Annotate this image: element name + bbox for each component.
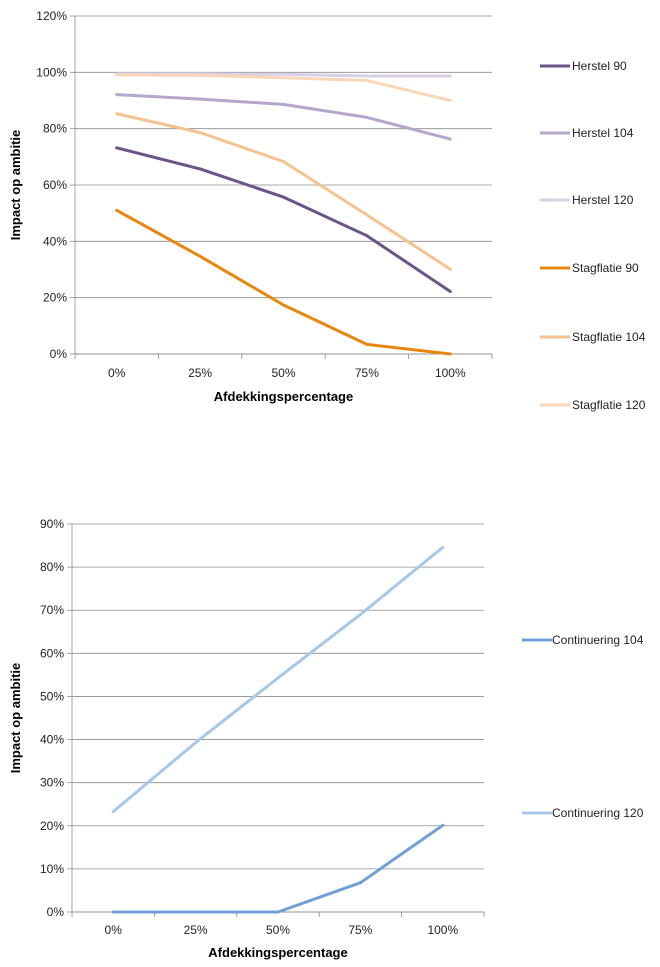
data-point [282, 160, 285, 164]
y-tick-label: 100% [36, 65, 67, 79]
x-tick-label: 25% [188, 366, 212, 380]
chart-1: 0% 20% 40% 60% 80% 100% 120% 0% 25% 50% 75% 100% Afd… [8, 9, 646, 412]
data-point [448, 99, 452, 102]
series-line [115, 93, 452, 141]
data-point [115, 73, 119, 77]
y-tick-label: 60% [43, 178, 67, 192]
data-point [276, 910, 280, 914]
y-tick-label: 40% [43, 234, 67, 248]
y-tick-label: 0% [50, 347, 68, 361]
data-point [115, 146, 119, 150]
data-point [365, 79, 369, 82]
data-point [365, 234, 369, 238]
data-point [365, 74, 369, 78]
x-axis-title: Afdekkingspercentage [208, 945, 347, 960]
y-axis-title: Impact op ambitie [8, 130, 23, 241]
series-line [111, 545, 445, 814]
y-tick-label: 60% [40, 646, 64, 660]
y-axis-title: Impact op ambitie [8, 663, 23, 774]
data-point [441, 823, 445, 827]
data-point [359, 881, 362, 885]
y-tick-label: 80% [40, 560, 64, 574]
data-point [448, 352, 452, 356]
legend-label: Continuering 120 [552, 806, 644, 820]
data-point [198, 254, 202, 258]
x-tick-label: 100% [427, 923, 458, 937]
chart-2: 0% 10% 20% 30% 40% 50% 60% 70% 80% 90% 0% 25% 50% 75%… [8, 517, 644, 960]
x-axis-title: Afdekkingspercentage [214, 389, 353, 404]
data-point [448, 267, 452, 271]
data-point [111, 810, 115, 813]
data-point [448, 290, 452, 293]
legend-label: Herstel 104 [572, 126, 634, 140]
data-point [111, 910, 115, 914]
data-point [282, 103, 285, 106]
legend-label: Stagflatie 120 [572, 398, 646, 412]
x-tick-label: 25% [184, 923, 208, 937]
y-tick-label: 20% [40, 819, 64, 833]
data-point [365, 116, 369, 119]
y-tick-label: 90% [40, 517, 64, 531]
legend-label: Stagflatie 90 [572, 261, 639, 275]
x-tick-label: 75% [355, 366, 379, 380]
y-tick-label: 10% [40, 862, 64, 876]
y-tick-label: 40% [40, 733, 64, 747]
data-point [282, 72, 285, 76]
data-point [365, 213, 369, 217]
y-tick-label: 80% [43, 122, 67, 136]
x-tick-label: 0% [105, 923, 123, 937]
y-tick-label: 30% [40, 776, 64, 790]
data-point [448, 137, 452, 141]
data-point [448, 74, 452, 78]
data-point [194, 910, 198, 914]
data-point [198, 167, 202, 171]
data-point [276, 676, 280, 680]
series-line [115, 112, 452, 271]
x-tick-label: 50% [266, 923, 290, 937]
data-point [198, 97, 202, 101]
x-tick-label: 50% [271, 366, 295, 380]
y-tick-label: 120% [36, 9, 67, 23]
legend-label: Stagflatie 104 [572, 330, 646, 344]
data-point [115, 208, 119, 212]
x-tick-label: 75% [348, 923, 372, 937]
data-point [441, 545, 445, 549]
data-point [282, 195, 285, 199]
series-line [115, 146, 452, 293]
data-point [282, 303, 285, 307]
y-tick-label: 20% [43, 291, 67, 305]
data-point [282, 76, 285, 80]
data-point [198, 131, 202, 135]
data-point [359, 613, 362, 616]
legend-label: Herstel 120 [572, 193, 634, 207]
data-point [115, 112, 119, 116]
y-tick-label: 0% [47, 905, 65, 919]
legend-label: Herstel 90 [572, 59, 627, 73]
data-point [115, 93, 119, 96]
series-line [115, 208, 452, 356]
x-tick-label: 100% [435, 366, 466, 380]
data-point [194, 741, 198, 744]
y-tick-label: 70% [40, 603, 64, 617]
legend-label: Continuering 104 [552, 633, 644, 647]
x-tick-label: 0% [108, 366, 126, 380]
y-tick-label: 50% [40, 689, 64, 703]
data-point [198, 74, 202, 77]
data-point [365, 343, 369, 346]
